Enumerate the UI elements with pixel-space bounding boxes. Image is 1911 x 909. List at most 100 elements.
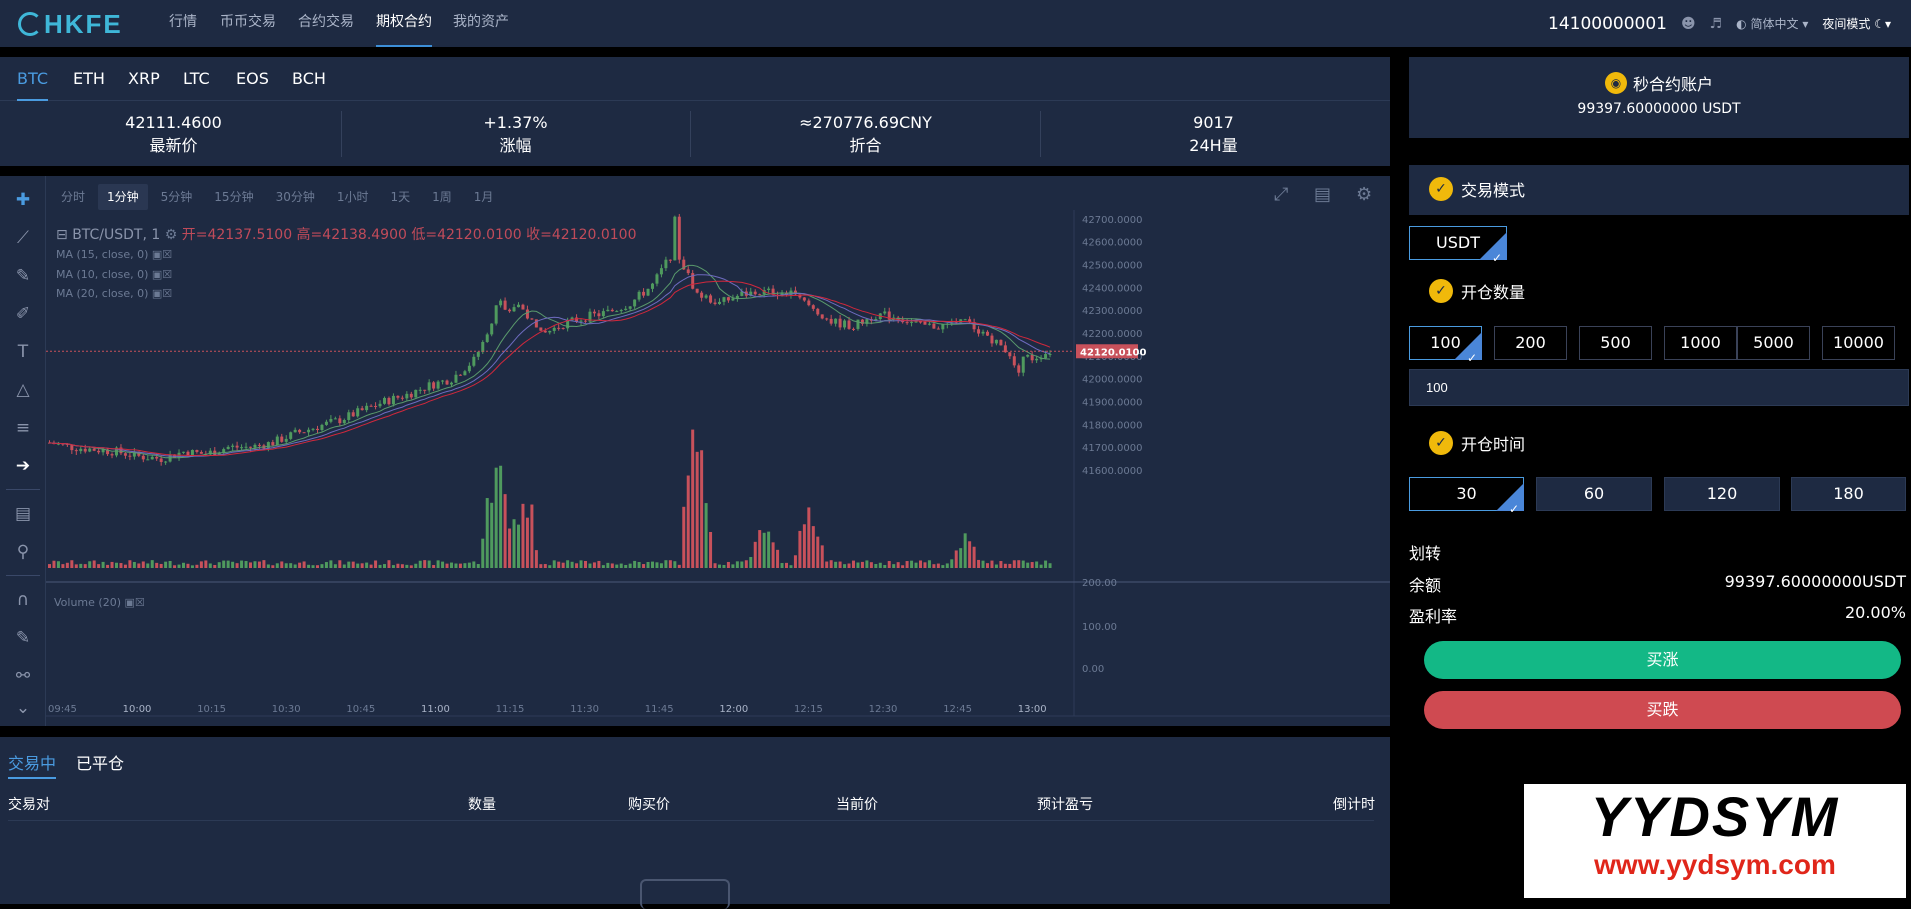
volume-bar xyxy=(302,561,306,568)
interval-1m[interactable]: 1分钟 xyxy=(98,184,148,210)
mode-usdt-button[interactable]: USDT ✓ xyxy=(1409,226,1507,265)
qty-option-5000[interactable]: 5000 xyxy=(1737,326,1810,360)
measure-icon[interactable]: ≡ xyxy=(15,418,31,438)
nav-contract[interactable]: 合约交易 xyxy=(298,14,354,30)
qty-option-100[interactable]: 100 ✓ xyxy=(1409,326,1482,365)
qty-input[interactable] xyxy=(1409,369,1909,406)
nav-assets[interactable]: 我的资产 xyxy=(453,14,509,30)
tab-open-orders[interactable]: 交易中 xyxy=(8,749,57,779)
collapse-icon[interactable]: ⊟ xyxy=(56,227,68,243)
chevron-down-icon[interactable]: ⌄ xyxy=(15,698,31,718)
candle-body xyxy=(655,274,659,284)
candlestick-chart[interactable]: 42700.0000 42600.0000 42500.0000 42400.0000… xyxy=(46,210,1390,726)
volume-bar xyxy=(597,560,601,568)
interval-15m[interactable]: 15分钟 xyxy=(214,190,254,204)
volume-tick-label: 0.00 xyxy=(1082,664,1104,675)
nav-options[interactable]: 期权合约 xyxy=(376,0,432,47)
volume-bar xyxy=(950,559,954,568)
account-card: ◉ 秒合约账户 99397.60000000 USDT xyxy=(1409,57,1909,138)
qty-option-200[interactable]: 200 xyxy=(1494,326,1567,360)
volume-bar xyxy=(61,564,65,568)
interval-1d[interactable]: 1天 xyxy=(390,190,411,204)
theme-toggle[interactable]: 夜间模式 ☾▾ xyxy=(1822,15,1891,32)
settings-icon[interactable]: ⚙ xyxy=(164,227,178,243)
volume-bar xyxy=(633,560,637,568)
lock-drawing-icon[interactable]: ✎ xyxy=(15,628,31,648)
volume-bar xyxy=(941,565,945,568)
time-option-120[interactable]: 120 xyxy=(1664,477,1780,511)
volume-bar xyxy=(226,560,230,568)
volume-bar xyxy=(847,563,851,568)
volume-bar xyxy=(284,563,288,568)
candle-body xyxy=(83,448,87,452)
interval-1mo[interactable]: 1月 xyxy=(473,190,494,204)
coin-tab-eth[interactable]: ETH xyxy=(73,69,105,88)
indicators-icon[interactable]: ▤ xyxy=(1314,184,1332,205)
volume-bar xyxy=(700,450,704,568)
candle-body xyxy=(275,436,279,446)
text-icon[interactable]: T xyxy=(17,342,29,362)
coin-tab-bch[interactable]: BCH xyxy=(292,69,326,88)
chart-legend: ⊟ BTC/USDT, 1 ⚙ 开=42137.5100 高=42138.490… xyxy=(56,226,637,303)
qty-option-10000[interactable]: 10000 xyxy=(1822,326,1895,360)
volume-bar xyxy=(762,532,766,568)
account-balance: 99397.60000000 USDT xyxy=(1577,101,1741,117)
qty-option-1000[interactable]: 1000 xyxy=(1664,326,1737,360)
settings-gear-icon[interactable]: ⚙ xyxy=(1356,184,1373,205)
volume-bar xyxy=(753,541,757,568)
candle-body xyxy=(499,300,503,306)
interval-1h[interactable]: 1小时 xyxy=(336,190,369,204)
trend-line-icon[interactable]: ⟋ xyxy=(17,228,29,248)
candle-body xyxy=(467,365,471,372)
nav-spot[interactable]: 币币交易 xyxy=(220,14,276,30)
unlock-icon[interactable]: ⚯ xyxy=(15,666,31,686)
coin-tab-btc[interactable]: BTC xyxy=(17,57,48,101)
coin-tab-xrp[interactable]: XRP xyxy=(128,69,160,88)
user-icon[interactable]: ☻ xyxy=(1681,15,1696,32)
magnet-icon[interactable]: ∩ xyxy=(16,590,30,610)
user-phone[interactable]: 14100000001 xyxy=(1548,13,1667,34)
interval-30m[interactable]: 30分钟 xyxy=(275,190,315,204)
logo[interactable]: HKFE xyxy=(18,9,123,39)
time-label: 30 xyxy=(1456,484,1477,503)
candle-body xyxy=(400,397,404,399)
candle-body xyxy=(1026,354,1030,357)
candle-body xyxy=(101,449,105,453)
transfer-link[interactable]: 划转 xyxy=(1409,544,1442,563)
interval-1w[interactable]: 1周 xyxy=(432,190,452,204)
interval-tick[interactable]: 分时 xyxy=(61,190,86,204)
brush-icon[interactable]: ✐ xyxy=(15,304,31,324)
time-option-30[interactable]: 30 ✓ xyxy=(1409,477,1524,516)
fullscreen-icon[interactable]: ⤢ xyxy=(1274,184,1289,205)
buy-down-button[interactable]: 买跌 xyxy=(1424,691,1901,729)
crosshair-icon[interactable]: ✚ xyxy=(15,190,31,210)
back-arrow-icon[interactable]: ➔ xyxy=(15,456,31,476)
volume-bar xyxy=(83,564,87,568)
sound-icon[interactable]: ♬ xyxy=(1709,15,1723,32)
tab-closed-orders[interactable]: 已平仓 xyxy=(76,754,125,773)
candle-body xyxy=(919,321,922,323)
time-option-60[interactable]: 60 xyxy=(1536,477,1652,511)
ma-line-20 xyxy=(49,280,1051,457)
buy-up-button[interactable]: 买涨 xyxy=(1424,641,1901,679)
coin-tab-ltc[interactable]: LTC xyxy=(183,69,210,88)
zoom-icon[interactable]: ⚲ xyxy=(16,542,30,562)
volume-bar xyxy=(137,563,141,568)
qty-option-500[interactable]: 500 xyxy=(1579,326,1652,360)
coin-tab-eos[interactable]: EOS xyxy=(236,69,269,88)
time-tick-label: 10:45 xyxy=(346,704,375,715)
candle-body xyxy=(664,259,668,269)
pattern-icon[interactable]: △ xyxy=(16,380,30,400)
drawing-toolbar: ✚ ⟋ ✎ ✐ T △ ≡ ➔ ▤ ⚲ ∩ ✎ ⚯ ⌄ xyxy=(0,176,46,726)
interval-5m[interactable]: 5分钟 xyxy=(160,190,193,204)
volume-bar xyxy=(79,563,83,568)
volume-bar xyxy=(968,541,972,568)
price-tick-label: 41900.0000 xyxy=(1082,398,1142,409)
nav-market[interactable]: 行情 xyxy=(169,14,197,30)
time-option-180[interactable]: 180 xyxy=(1791,477,1906,511)
language-select[interactable]: ◐ 简体中文 ▾ xyxy=(1736,15,1808,32)
fib-icon[interactable]: ✎ xyxy=(15,266,31,286)
check-icon: ✓ xyxy=(1429,279,1453,303)
volume-legend: Volume (20) ▣☒ xyxy=(54,596,145,609)
ruler-icon[interactable]: ▤ xyxy=(14,504,32,524)
